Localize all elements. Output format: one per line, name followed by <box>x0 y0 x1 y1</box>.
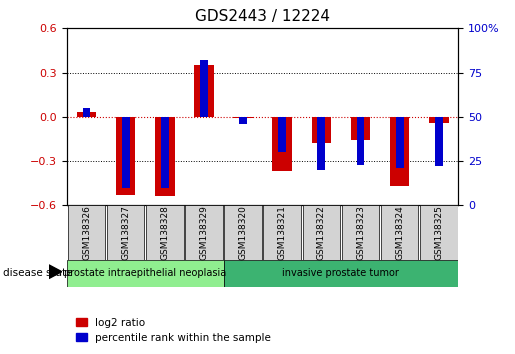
Text: GSM138326: GSM138326 <box>82 205 91 260</box>
Bar <box>278 117 286 152</box>
Bar <box>396 117 404 168</box>
Bar <box>161 117 169 188</box>
Bar <box>155 117 175 196</box>
Bar <box>272 117 292 171</box>
Bar <box>303 205 340 260</box>
Bar <box>116 117 135 195</box>
Bar <box>356 117 365 165</box>
Text: prostate intraepithelial neoplasia: prostate intraepithelial neoplasia <box>64 268 227 279</box>
Bar <box>68 205 105 260</box>
Bar <box>264 205 301 260</box>
Text: GSM138329: GSM138329 <box>199 205 209 260</box>
Bar <box>420 205 457 260</box>
Text: invasive prostate tumor: invasive prostate tumor <box>283 268 399 279</box>
Text: GSM138324: GSM138324 <box>395 205 404 260</box>
Text: GSM138321: GSM138321 <box>278 205 287 260</box>
Bar <box>429 117 449 123</box>
Text: GSM138328: GSM138328 <box>160 205 169 260</box>
Bar <box>312 117 331 143</box>
Bar <box>67 260 224 287</box>
Text: GSM138325: GSM138325 <box>434 205 443 260</box>
Bar <box>200 60 208 117</box>
Text: disease state: disease state <box>3 268 72 278</box>
Text: GSM138322: GSM138322 <box>317 205 326 260</box>
Bar <box>351 117 370 141</box>
Polygon shape <box>49 265 62 279</box>
Bar <box>317 117 325 170</box>
Bar <box>390 117 409 186</box>
Bar <box>82 108 91 117</box>
Legend: log2 ratio, percentile rank within the sample: log2 ratio, percentile rank within the s… <box>72 314 275 347</box>
Bar <box>239 117 247 124</box>
Bar <box>146 205 183 260</box>
Title: GDS2443 / 12224: GDS2443 / 12224 <box>195 9 330 24</box>
Bar <box>122 117 130 188</box>
Bar <box>224 260 458 287</box>
Bar <box>185 205 222 260</box>
Bar <box>342 205 379 260</box>
Bar <box>77 113 96 117</box>
Text: GSM138323: GSM138323 <box>356 205 365 260</box>
Text: GSM138327: GSM138327 <box>121 205 130 260</box>
Bar <box>435 117 443 166</box>
Bar <box>233 117 253 118</box>
Bar <box>381 205 418 260</box>
Bar <box>225 205 262 260</box>
Bar <box>107 205 144 260</box>
Bar <box>194 65 214 117</box>
Text: GSM138320: GSM138320 <box>238 205 248 260</box>
